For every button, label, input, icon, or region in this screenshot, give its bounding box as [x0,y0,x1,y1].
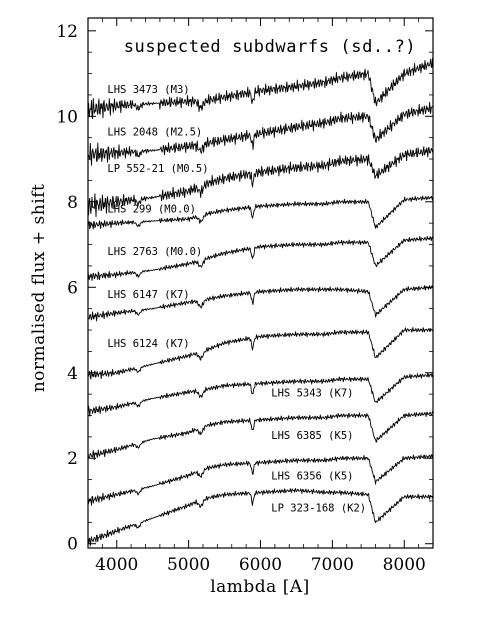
spectrum-line [87,146,434,218]
spectrum-label: LHS 6147 (K7) [107,289,189,301]
y-tick-label: 6 [67,278,78,298]
spectrum-label: LHS 2763 (M0.0) [107,246,202,258]
spectra-curves [87,57,434,547]
spectrum-label: LP 552-21 (M0.5) [107,163,208,175]
spectrum-line [87,488,434,547]
y-tick-label: 0 [67,535,78,555]
spectrum-line [87,326,434,380]
y-tick-label: 10 [56,107,78,127]
spectrum-label: LHS 2048 (M2.5) [107,127,202,139]
spectrum-line [87,195,434,230]
spectrum-label: LHS 299 (M0.0) [107,203,196,215]
spectrum-label: LHS 6356 (K5) [271,471,353,483]
spectrum-line [87,372,434,417]
spectrum-line [87,454,434,506]
spectrum-line [87,411,434,461]
spectrum-label: LHS 5343 (K7) [271,387,353,399]
x-tick-label: 7000 [311,555,354,575]
spectrum-label: LHS 6124 (K7) [107,338,189,350]
spectrum-line [87,285,434,322]
chart-title: suspected subdwarfs (sd..?) [124,37,417,57]
spectrum-line [87,235,434,281]
spectrum-label: LHS 6385 (K5) [271,430,353,442]
y-axis-title: normalised flux + shift [29,184,49,393]
y-tick-label: 2 [67,449,78,469]
x-tick-label: 6000 [239,555,282,575]
x-tick-label: 4000 [95,555,138,575]
spectrum-line [87,101,434,166]
y-tick-label: 8 [67,193,78,213]
spectrum-label: LP 323-168 (K2) [271,503,366,515]
axis-tick-labels: 4000 5000 6000 7000 8000 0 2 4 6 8 10 12 [56,22,426,575]
x-tick-label: 5000 [167,555,210,575]
x-axis-title: lambda [A] [210,577,310,597]
x-tick-label: 8000 [383,555,426,575]
plot-frame [87,17,434,549]
y-tick-label: 12 [56,22,78,42]
spectrum-label: LHS 3473 (M3) [107,84,189,96]
spectrum-line [87,57,434,120]
y-tick-label: 4 [67,364,78,384]
spectrum-labels: LHS 3473 (M3) LHS 2048 (M2.5) LP 552-21 (M… [107,84,366,515]
